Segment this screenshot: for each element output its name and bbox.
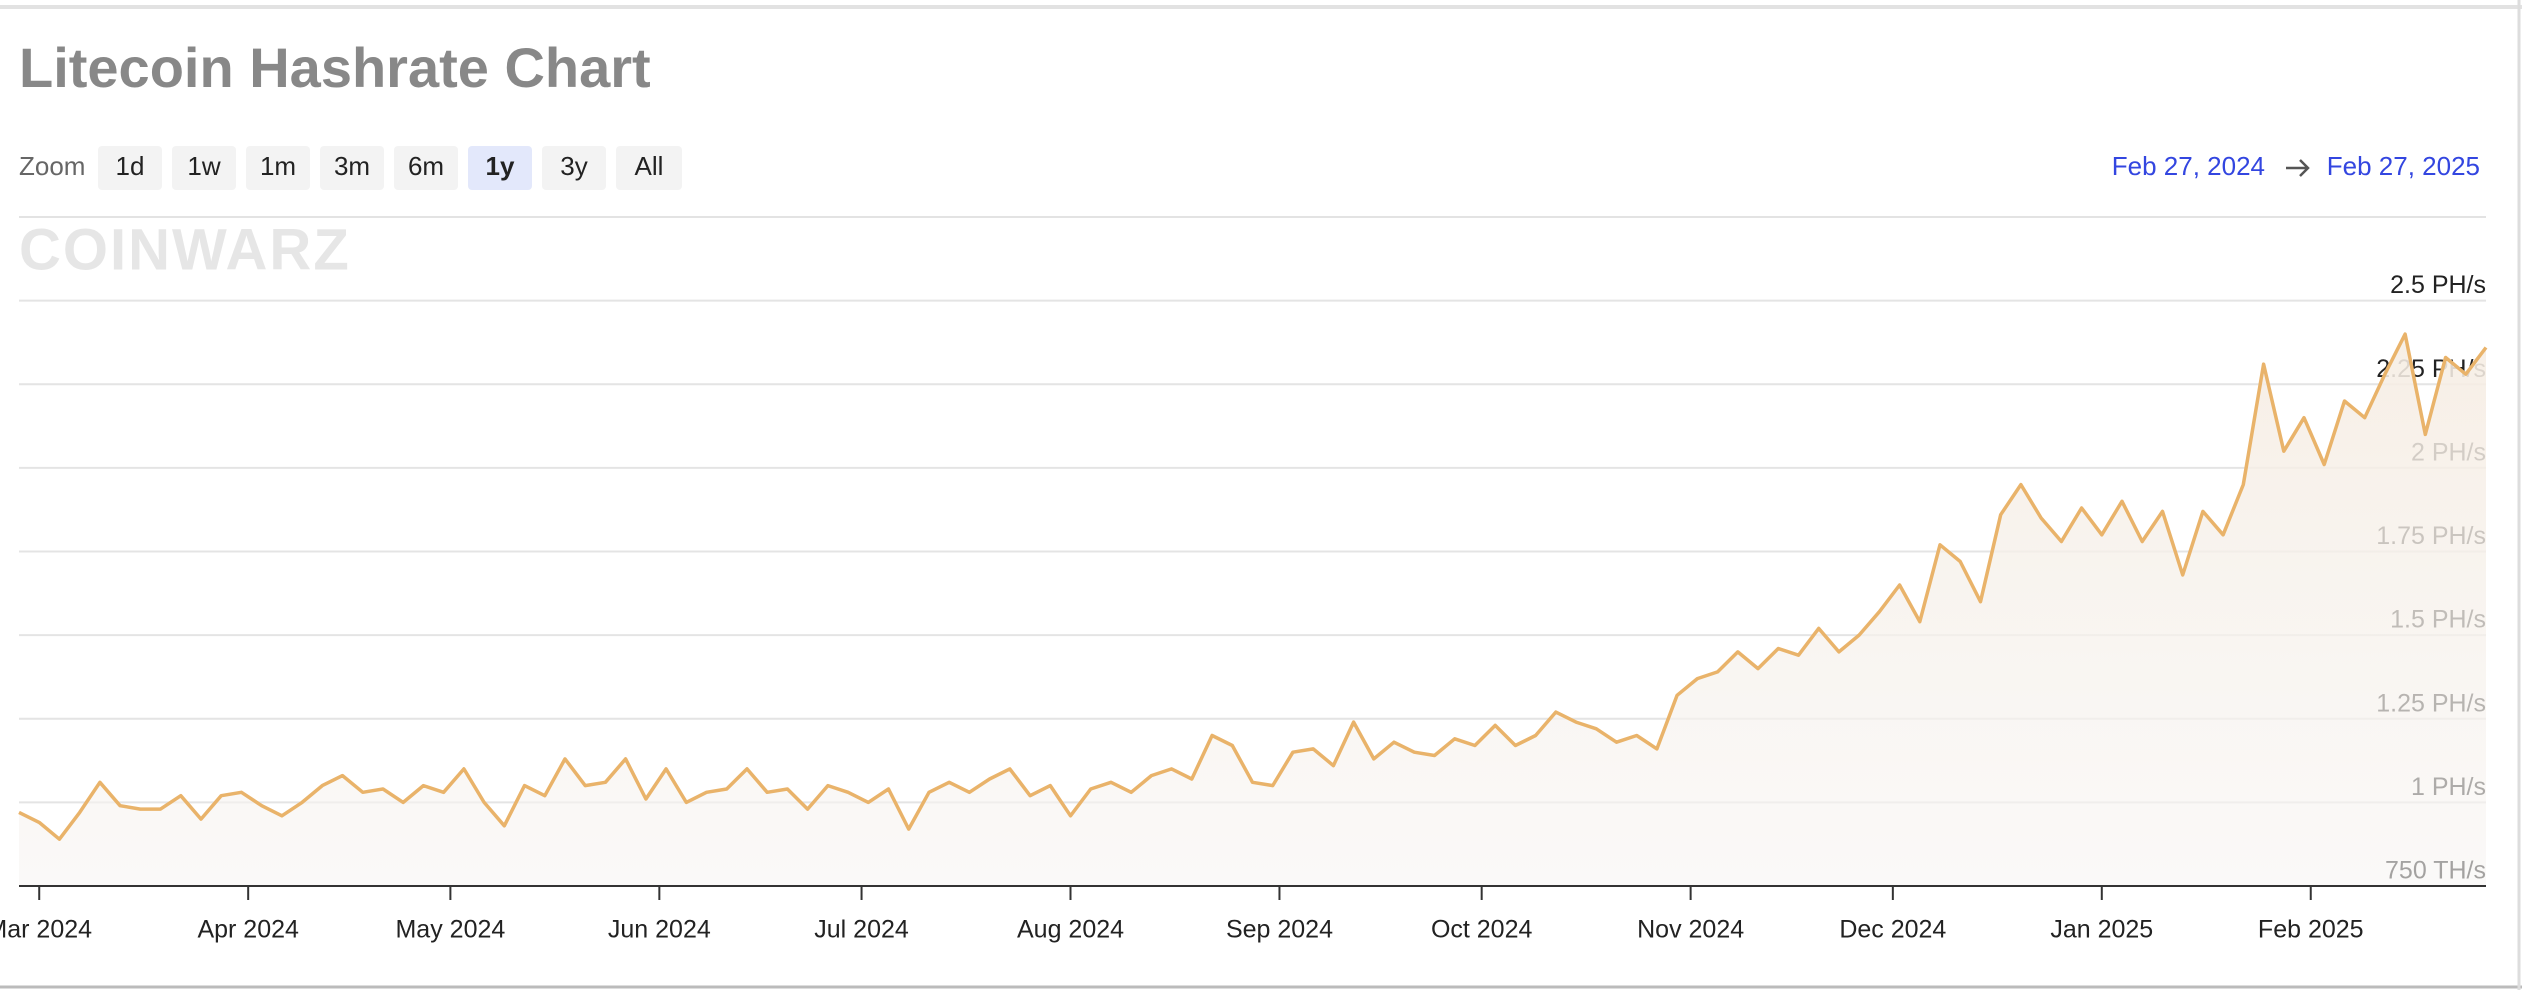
x-tick-label: Dec 2024: [1839, 916, 1946, 944]
range-end[interactable]: Feb 27, 2025: [2327, 151, 2480, 181]
range-arrow: [2286, 159, 2310, 177]
x-tick-label: Jul 2024: [814, 916, 909, 944]
x-tick-label: Feb 2025: [2258, 916, 2364, 944]
area-fill: [19, 334, 2486, 887]
zoom-button[interactable]: [98, 146, 162, 190]
x-tick-label: Aug 2024: [1017, 916, 1124, 944]
x-tick-label: Oct 2024: [1431, 916, 1533, 944]
zoom-buttons: 1d 1w 1m 3m 6m 1y 3y All: [98, 146, 682, 190]
x-tick-label: Sep 2024: [1226, 916, 1333, 944]
range-start[interactable]: Feb 27, 2024: [2112, 151, 2265, 181]
zoom-button-label[interactable]: 1y: [486, 151, 515, 181]
y-tick-label: 2.5 PH/s: [2390, 271, 2486, 299]
zoom-button[interactable]: [394, 146, 458, 190]
line-series: [18, 332, 2488, 841]
zoom-button-label[interactable]: 1m: [260, 151, 296, 181]
chart-title: Litecoin Hashrate Chart: [19, 36, 651, 99]
zoom-button[interactable]: [320, 146, 384, 190]
zoom-button-label[interactable]: 3y: [560, 151, 587, 181]
plot: 750 TH/s1 PH/s1.25 PH/s1.5 PH/s1.75 PH/s…: [0, 271, 2488, 944]
zoom-label: Zoom: [19, 151, 85, 181]
zoom-button-label[interactable]: All: [635, 151, 664, 181]
x-tick-label: Mar 2024: [0, 916, 92, 944]
zoom-button[interactable]: [172, 146, 236, 190]
zoom-button-label[interactable]: 1w: [187, 151, 220, 181]
x-tick-label: May 2024: [395, 916, 505, 944]
x-tick-label: Jan 2025: [2050, 916, 2153, 944]
x-tick-label: Nov 2024: [1637, 916, 1744, 944]
zoom-button-label[interactable]: 1d: [116, 151, 145, 181]
zoom-button[interactable]: [246, 146, 310, 190]
x-tick-label: Apr 2024: [197, 916, 299, 944]
zoom-button[interactable]: [542, 146, 606, 190]
zoom-button-label[interactable]: 6m: [408, 151, 444, 181]
zoom-button-label[interactable]: 3m: [334, 151, 370, 181]
watermark: COINWARZ: [19, 217, 351, 282]
x-tick-label: Jun 2024: [608, 916, 711, 944]
zoom-button[interactable]: [616, 146, 682, 190]
zoom-button[interactable]: [468, 146, 532, 190]
